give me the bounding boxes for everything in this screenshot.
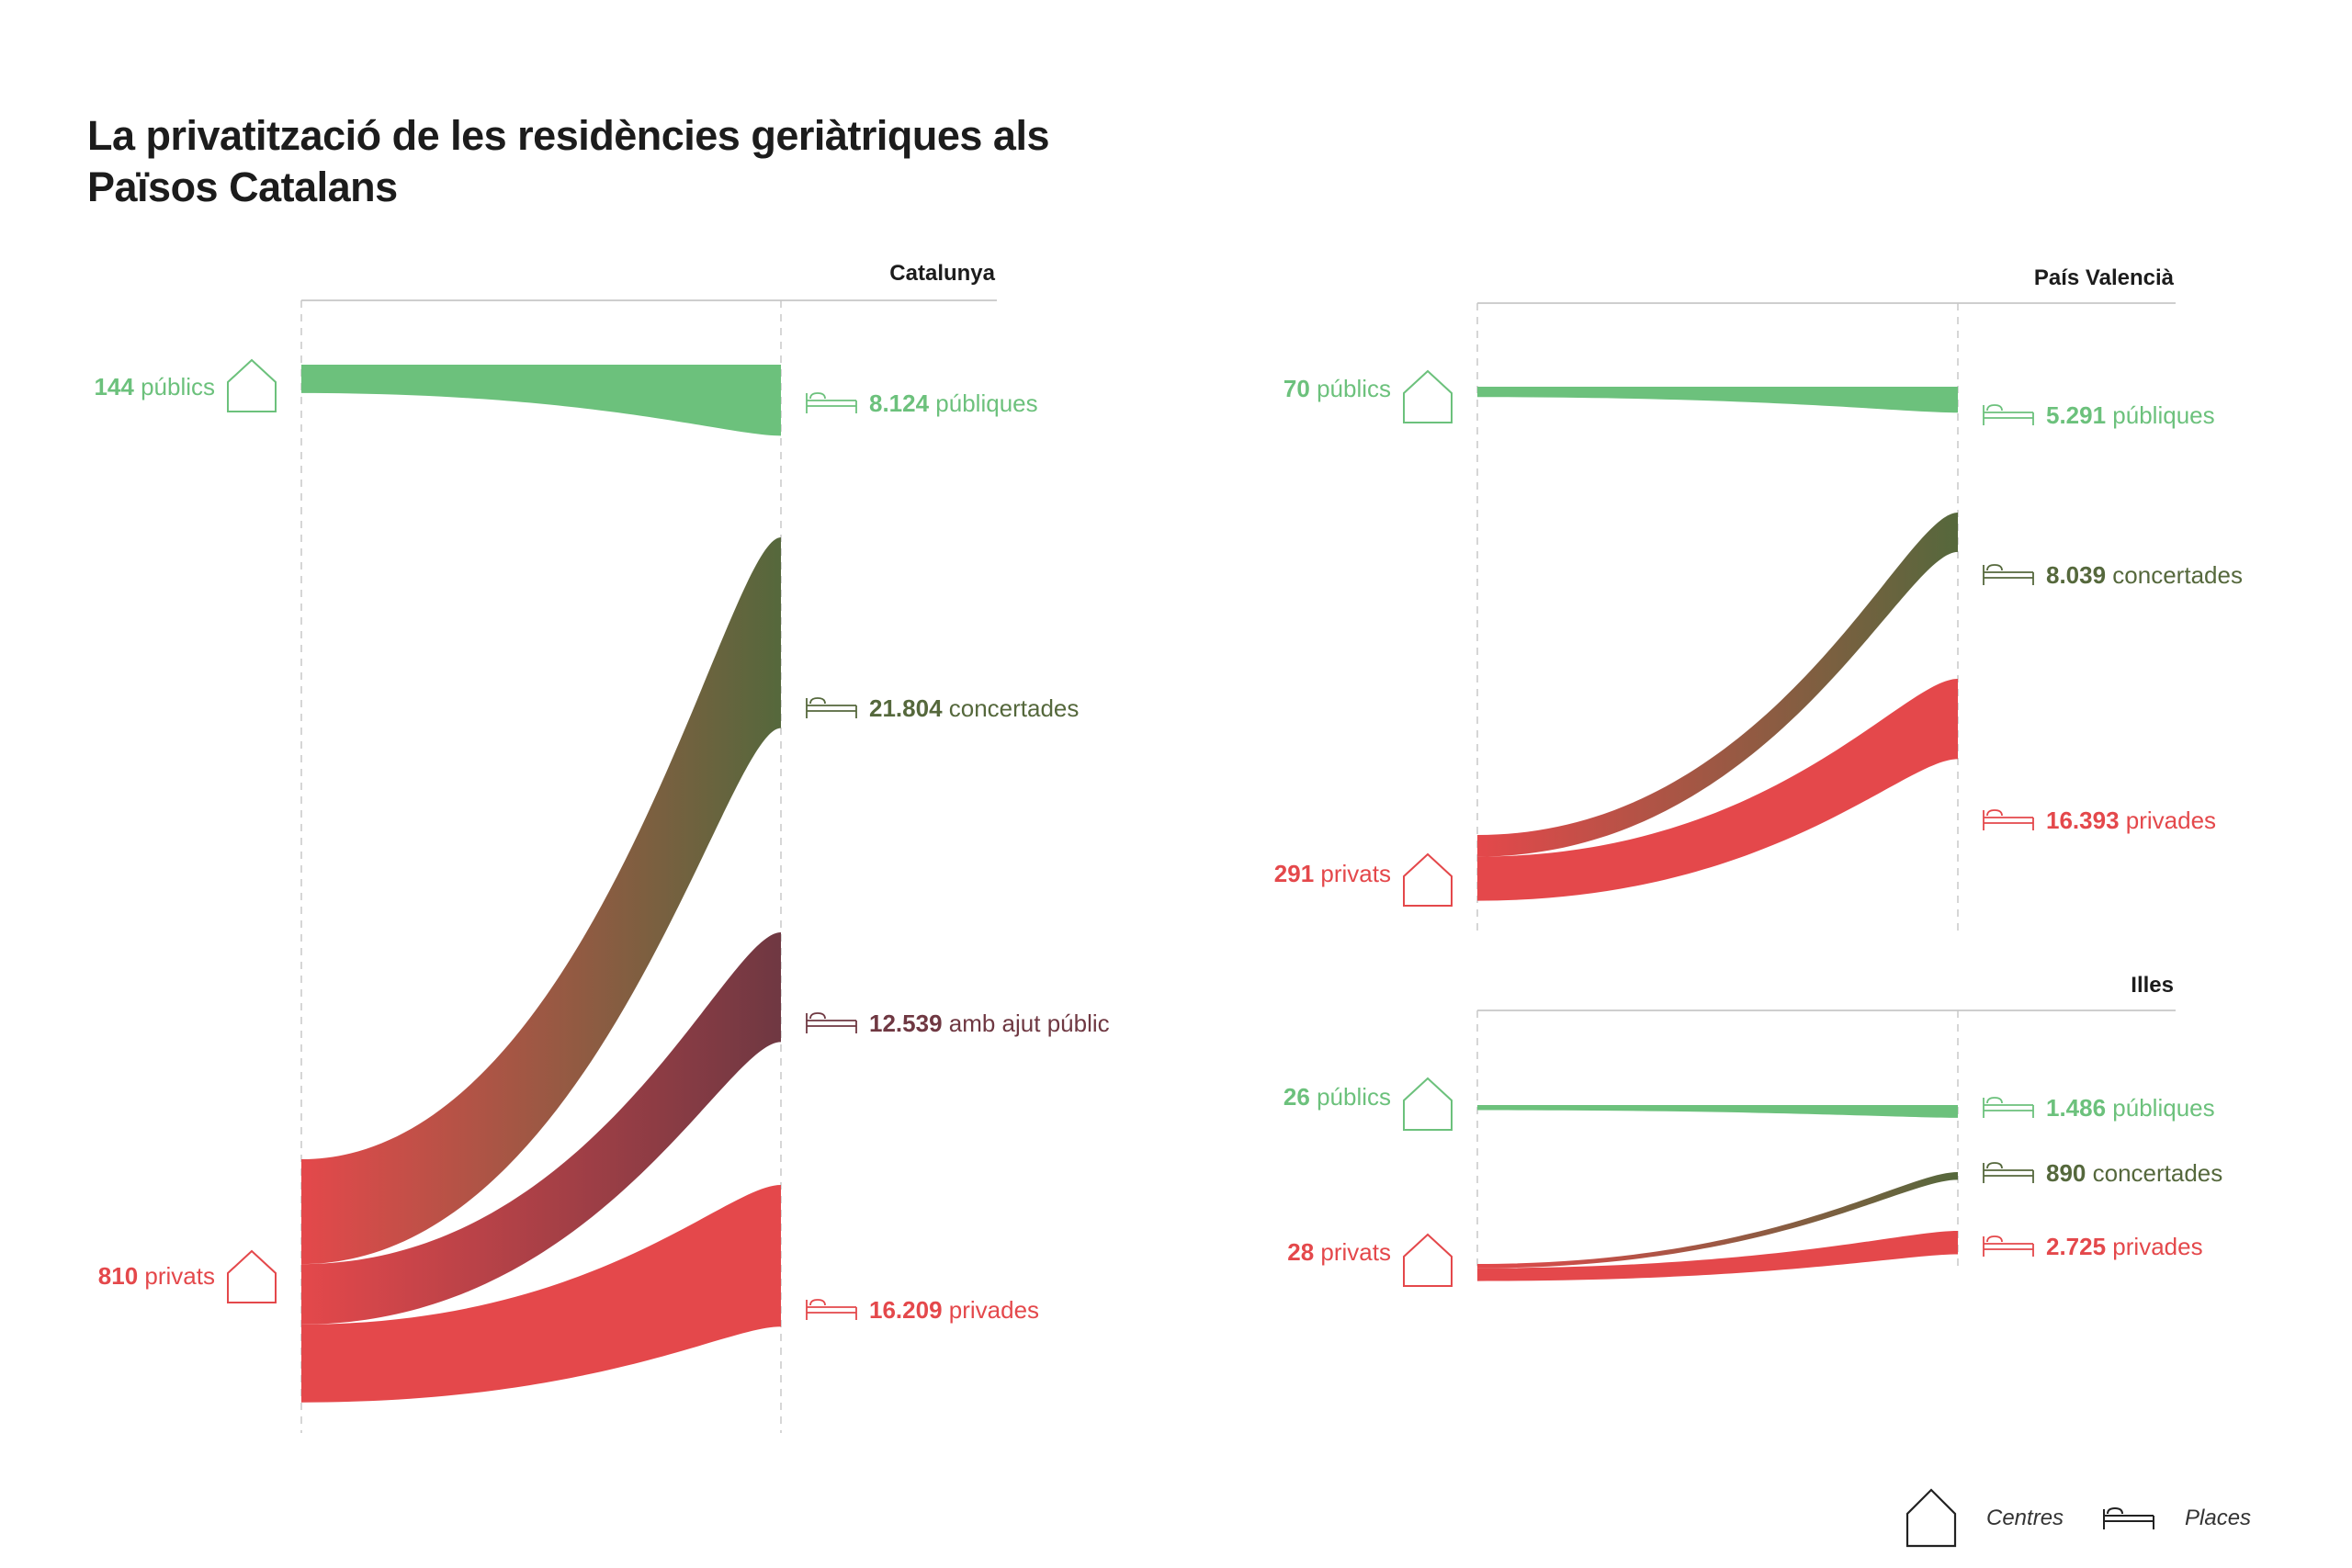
flow-privats-concertades — [1477, 513, 1958, 857]
flow-privats-privades — [1477, 679, 1958, 901]
legend-places-label: Places — [2185, 1506, 2251, 1530]
flows — [1477, 387, 1958, 901]
region-title: País Valencià — [2034, 265, 2175, 290]
bed-icon — [1983, 404, 2034, 425]
bed-icon — [1983, 1235, 2034, 1257]
bed-icon — [1983, 1097, 2034, 1118]
source-label-public: 26 públics — [1283, 1083, 1391, 1111]
flow-publics-publiques — [301, 365, 781, 436]
flows — [1477, 1105, 1958, 1281]
house-icon — [227, 1249, 277, 1303]
house-icon — [1905, 1488, 1957, 1548]
target-label-ajut: 12.539 amb ajut públic — [869, 1010, 1110, 1037]
bed-icon — [1983, 1162, 2034, 1183]
flow-publics-publiques — [1477, 1105, 1958, 1118]
target-label-private: 16.393 privades — [2046, 807, 2216, 834]
target-label-concert: 8.039 concertades — [2046, 561, 2243, 589]
bed-icon — [806, 392, 857, 413]
region-title: Catalunya — [889, 261, 995, 286]
flow-privats-amb-ajut-public — [301, 932, 781, 1325]
flows — [301, 365, 781, 1403]
page-title: La privatització de les residències geri… — [87, 112, 1049, 210]
target-label-private: 2.725 privades — [2046, 1233, 2203, 1260]
legend-centres-label: Centres — [1986, 1506, 2064, 1530]
source-label-public: 70 públics — [1283, 375, 1391, 402]
panel-catalunya: Catalunya 144 públics 810 privats 8.124 púb… — [94, 261, 1110, 1433]
house-icon — [1403, 1233, 1453, 1287]
bed-icon — [1983, 809, 2034, 830]
target-label-concert: 890 concertades — [2046, 1159, 2222, 1187]
target-label-public: 1.486 públiques — [2046, 1094, 2215, 1122]
bed-icon — [806, 1012, 857, 1033]
flow-privats-privades — [1477, 1231, 1958, 1281]
flow-privats-privades — [301, 1185, 781, 1403]
panel-pais-valencia: País Valencià 70 públics 291 privats 5.291 … — [1274, 265, 2243, 932]
bed-icon — [1983, 564, 2034, 585]
house-icon — [1403, 852, 1453, 907]
region-title: Illes — [2131, 973, 2174, 998]
target-label-private: 16.209 privades — [869, 1296, 1039, 1324]
legend: Centres Places — [1905, 1488, 2251, 1548]
source-label-private: 810 privats — [98, 1262, 215, 1290]
source-label-public: 144 públics — [94, 373, 215, 400]
house-icon — [227, 358, 277, 412]
source-label-private: 291 privats — [1274, 860, 1391, 887]
target-label-public: 5.291 públiques — [2046, 401, 2215, 429]
house-icon — [1403, 1077, 1453, 1131]
panel-illes: Illes 26 públics 28 privats 1.486 públiques… — [1283, 973, 2222, 1287]
target-label-public: 8.124 públiques — [869, 389, 1038, 417]
source-label-private: 28 privats — [1287, 1238, 1391, 1266]
bed-icon — [806, 1299, 857, 1320]
flow-publics-publiques — [1477, 387, 1958, 413]
house-icon — [1403, 369, 1453, 423]
target-label-concert: 21.804 concertades — [869, 694, 1079, 722]
flow-privats-concertades — [301, 537, 781, 1265]
bed-icon — [2103, 1506, 2154, 1529]
bed-icon — [806, 697, 857, 718]
